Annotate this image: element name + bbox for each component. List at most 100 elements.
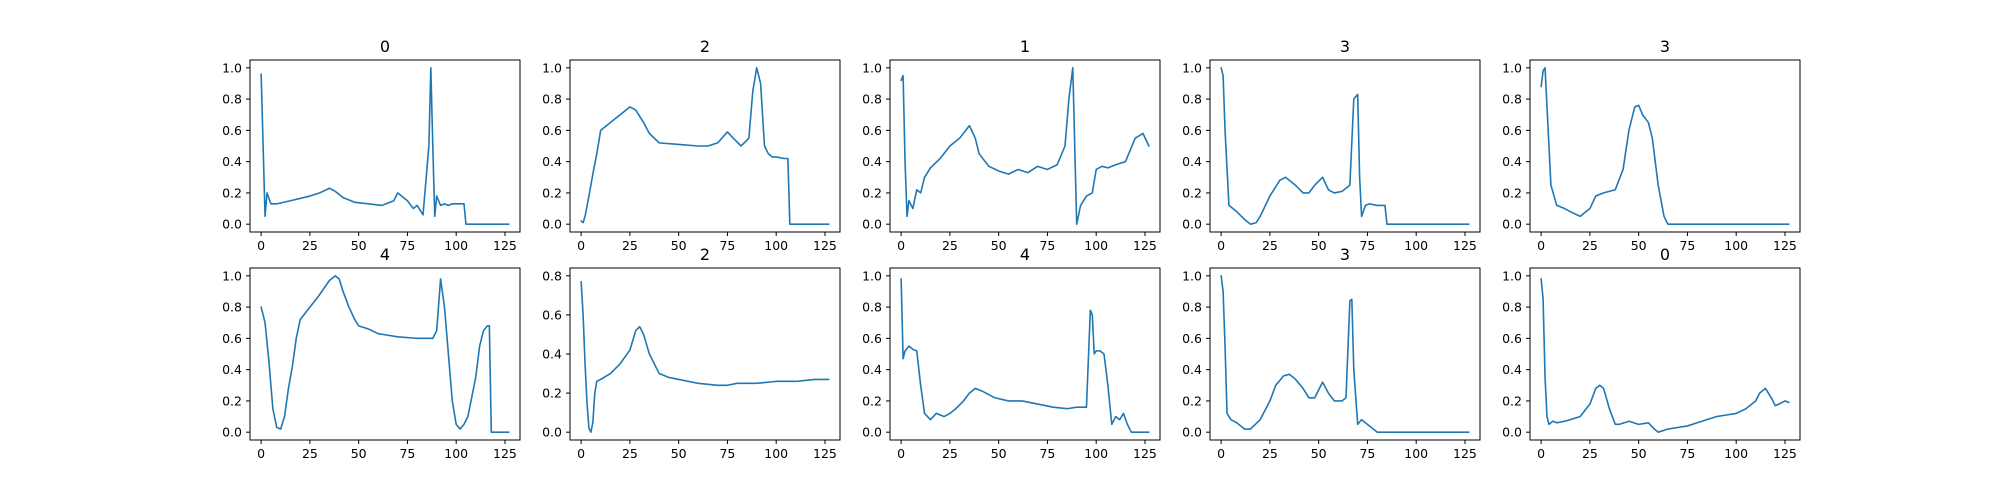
y-tick-label: 0.2 [1502,393,1522,408]
y-tick-label: 0.4 [1502,154,1522,169]
y-tick-label: 0.8 [222,300,242,315]
y-tick-label: 0.4 [542,154,562,169]
x-tick-label: 75 [1679,446,1695,461]
axes-frame [569,59,841,233]
x-tick-label: 100 [444,446,468,461]
y-tick-label: 1.0 [1182,60,1202,75]
y-tick-label: 0.4 [542,347,562,362]
x-tick-label: 100 [1724,446,1748,461]
x-tick-label: 100 [764,238,788,253]
y-tick-label: 0.6 [1502,123,1522,138]
y-tick-label: 1.0 [1502,60,1522,75]
y-tick-label: 0.0 [862,425,882,440]
y-tick-label: 0.2 [222,185,242,200]
y-tick-label: 0.2 [542,386,562,401]
panel-title: 3 [1340,37,1350,56]
y-tick-label: 0.6 [862,331,882,346]
axes-frame [1209,59,1481,233]
chart-panel: 4 0 25 50 75 100 125 0.0 0.2 0.4 0.6 0.8 1.0 [862,245,1161,461]
y-tick-label: 0.8 [1502,92,1522,107]
x-tick-label: 0 [257,238,265,253]
y-tick-label: 0.0 [862,217,882,232]
series-line [260,275,510,433]
y-tick-label: 0.8 [862,300,882,315]
y-tick-label: 0.0 [222,425,242,440]
series-line [260,67,510,225]
x-tick-label: 75 [1359,238,1375,253]
y-tick-label: 0.8 [222,92,242,107]
y-tick-label: 0.6 [1182,331,1202,346]
x-tick-label: 125 [1773,446,1797,461]
y-tick-label: 1.0 [862,60,882,75]
x-tick-label: 0 [257,446,265,461]
x-tick-label: 75 [399,238,415,253]
series-line [580,280,830,433]
panel-title: 0 [380,37,390,56]
x-tick-label: 125 [813,446,837,461]
y-tick-label: 0.0 [542,217,562,232]
y-tick-label: 1.0 [542,60,562,75]
y-tick-label: 0.4 [862,362,882,377]
y-tick-label: 0.2 [862,393,882,408]
y-tick-label: 0.6 [1502,331,1522,346]
axes-frame [1529,59,1801,233]
axes-frame [1529,267,1801,441]
x-tick-label: 50 [1631,238,1647,253]
y-tick-label: 0.4 [1182,362,1202,377]
y-tick-label: 0.4 [1502,362,1522,377]
series-line [1220,275,1470,433]
y-tick-label: 0.0 [1502,425,1522,440]
x-tick-label: 125 [493,238,517,253]
y-tick-label: 0.0 [1502,217,1522,232]
panel-title: 4 [1020,245,1030,264]
x-tick-label: 125 [1773,238,1797,253]
panel-title: 2 [700,37,710,56]
x-tick-label: 25 [1582,446,1598,461]
x-tick-label: 0 [1537,238,1545,253]
x-tick-label: 0 [1537,446,1545,461]
y-tick-label: 0.8 [862,92,882,107]
x-tick-label: 25 [1262,446,1278,461]
x-tick-label: 50 [351,446,367,461]
x-tick-label: 125 [813,238,837,253]
y-tick-label: 0.2 [1502,185,1522,200]
x-tick-label: 25 [622,446,638,461]
x-tick-label: 100 [1084,238,1108,253]
x-tick-label: 50 [991,238,1007,253]
x-tick-label: 125 [1453,446,1477,461]
x-tick-label: 75 [1679,238,1695,253]
panel-title: 2 [700,245,710,264]
axes-frame [1209,267,1481,441]
y-tick-label: 0.2 [1182,185,1202,200]
x-tick-label: 50 [1311,238,1327,253]
y-tick-label: 1.0 [1502,268,1522,283]
y-tick-label: 0.4 [862,154,882,169]
y-tick-label: 0.8 [1182,300,1202,315]
axes-frame [889,267,1161,441]
x-tick-label: 25 [302,446,318,461]
y-tick-label: 1.0 [222,60,242,75]
y-tick-label: 0.2 [222,393,242,408]
x-tick-label: 100 [1404,238,1428,253]
y-tick-label: 0.0 [222,217,242,232]
chart-panel: 2 0 25 50 75 100 125 0.0 0.2 0.4 0.6 0.8 [542,245,841,461]
x-tick-label: 25 [1262,238,1278,253]
x-tick-label: 125 [1133,238,1157,253]
y-tick-label: 0.2 [1182,393,1202,408]
x-tick-label: 100 [444,238,468,253]
y-tick-label: 1.0 [862,268,882,283]
axes-frame [249,267,521,441]
panel-title: 1 [1020,37,1030,56]
chart-panel: 3 0 25 50 75 100 125 0.0 0.2 0.4 0.6 0.8 1.0 [1182,245,1481,461]
chart-panel: 0 0 25 50 75 100 125 0.0 0.2 0.4 0.6 0.8 1.0 [1502,245,1801,461]
y-tick-label: 1.0 [222,268,242,283]
y-tick-label: 0.6 [862,123,882,138]
x-tick-label: 0 [1217,446,1225,461]
series-line [900,67,1150,225]
y-tick-label: 0.8 [542,268,562,283]
x-tick-label: 75 [719,446,735,461]
y-tick-label: 0.6 [222,331,242,346]
chart-panel: 3 0 25 50 75 100 125 0.0 0.2 0.4 0.6 0.8 1.0 [1182,37,1481,253]
chart-panel: 3 0 25 50 75 100 125 0.0 0.2 0.4 0.6 0.8 1.0 [1502,37,1801,253]
